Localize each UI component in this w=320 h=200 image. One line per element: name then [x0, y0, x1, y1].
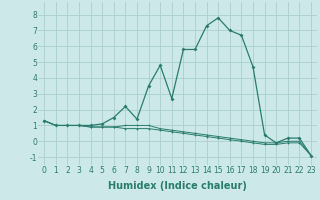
X-axis label: Humidex (Indice chaleur): Humidex (Indice chaleur)	[108, 181, 247, 191]
